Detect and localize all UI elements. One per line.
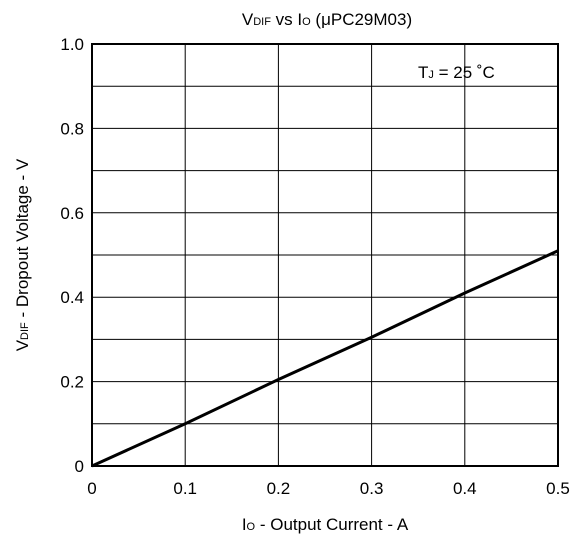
chart-title: VDIF vs IO (μPC29M03) [242, 10, 412, 29]
temperature-annotation: TJ = 25 ˚C [418, 63, 495, 82]
x-tick-label: 0.1 [173, 479, 197, 498]
dropout-voltage-line [91, 249, 559, 468]
y-tick-labels: 0 0.2 0.4 0.6 0.8 1.0 [60, 35, 84, 476]
x-tick-label: 0.5 [546, 479, 570, 498]
grid [91, 43, 559, 467]
y-axis-title: VDIF - Dropout Voltage - V [13, 158, 32, 351]
x-axis-title: IO - Output Current - A [242, 515, 409, 534]
y-tick-label: 0.6 [60, 204, 84, 223]
x-tick-labels: 0 0.1 0.2 0.3 0.4 0.5 [87, 479, 570, 498]
series-group [91, 249, 559, 468]
y-tick-label: 0.8 [60, 119, 84, 138]
y-tick-label: 0.4 [60, 288, 84, 307]
plot-frame [91, 43, 559, 467]
x-tick-label: 0.3 [360, 479, 384, 498]
y-tick-label: 0 [75, 457, 84, 476]
y-tick-label: 1.0 [60, 35, 84, 54]
x-tick-label: 0.2 [267, 479, 291, 498]
y-tick-label: 0.2 [60, 373, 84, 392]
x-tick-label: 0 [87, 479, 96, 498]
x-tick-label: 0.4 [453, 479, 477, 498]
